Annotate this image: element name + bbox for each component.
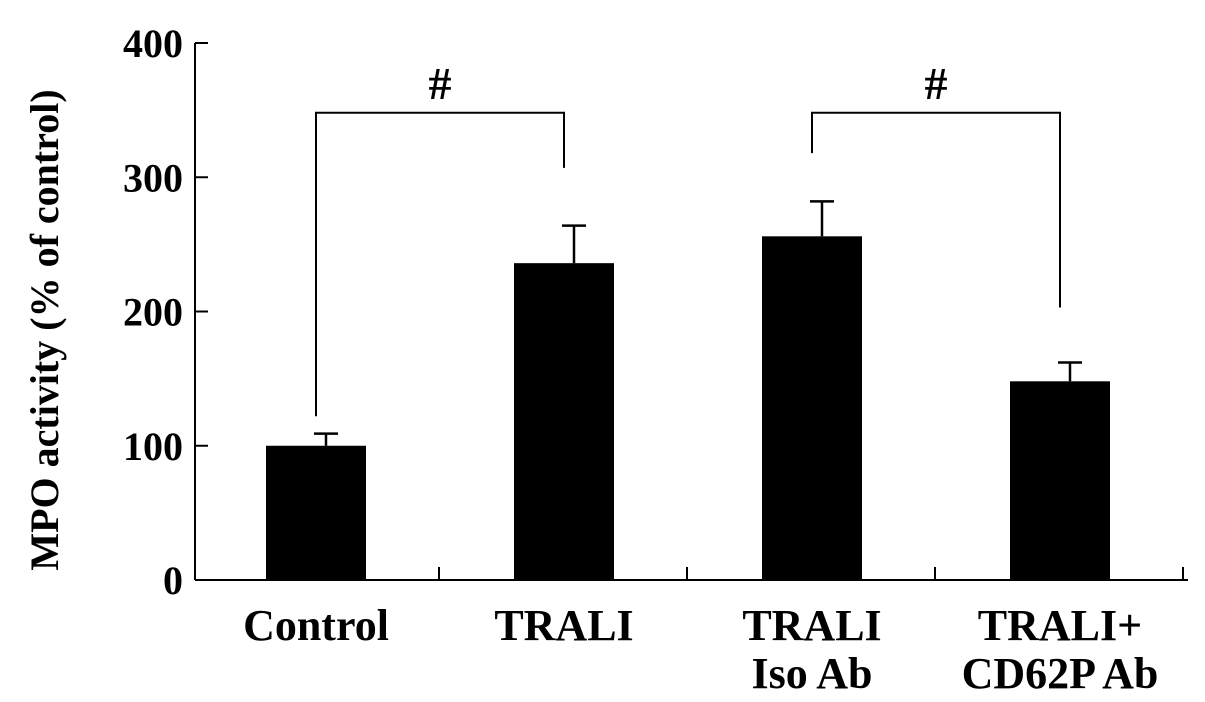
significance-label: # <box>925 58 948 109</box>
bar <box>514 263 614 580</box>
significance-brackets: # # <box>315 58 1061 417</box>
x-tick-label: TRALI+ CD62P Ab <box>962 601 1159 698</box>
x-tick-label-line: Iso Ab <box>751 649 872 698</box>
y-tick-label: 100 <box>123 424 183 469</box>
bars <box>266 236 1110 580</box>
significance-bracket <box>811 111 1061 308</box>
y-axis-label: MPO activity (% of control) <box>22 89 67 570</box>
x-tick-label: TRALI <box>494 601 633 650</box>
significance-bracket <box>315 111 565 417</box>
error-bars <box>314 200 1082 446</box>
x-tick-label-line: CD62P Ab <box>962 649 1159 698</box>
x-tick-label-line: Control <box>243 601 389 650</box>
y-tick-label: 300 <box>123 155 183 200</box>
x-tick-label-line: TRALI+ <box>978 601 1142 650</box>
y-axis: 0 100 200 300 400 <box>123 21 208 603</box>
x-tick-label: Control <box>243 601 389 650</box>
y-tick-label: 200 <box>123 290 183 335</box>
x-tick-label-line: TRALI <box>494 601 633 650</box>
bar <box>762 236 862 580</box>
y-tick-label: 400 <box>123 21 183 66</box>
bar <box>266 445 366 580</box>
x-tick-label-line: TRALI <box>742 601 881 650</box>
y-tick-label: 0 <box>163 558 183 603</box>
bar <box>1010 381 1110 580</box>
x-tick-label: TRALI Iso Ab <box>742 601 881 698</box>
significance-label: # <box>429 58 452 109</box>
